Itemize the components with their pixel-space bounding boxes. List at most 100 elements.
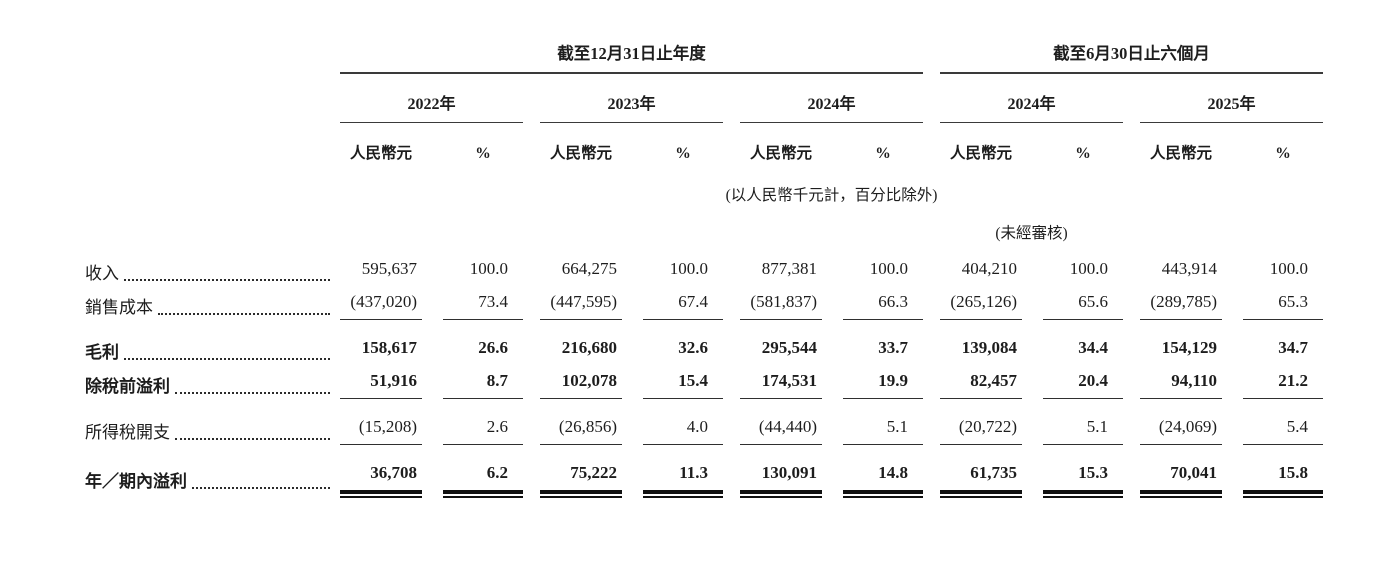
column-gap [422, 257, 443, 286]
column-gap [422, 290, 443, 320]
column-gap [822, 143, 843, 165]
value-group: 82,457 20.4 [940, 369, 1123, 399]
percent-cell: 100.0 [469, 259, 508, 278]
amount-cell: (437,020) [340, 290, 422, 320]
column-gap [622, 143, 643, 165]
value-group: 75,222 11.3 [540, 461, 723, 498]
unit-header-group: 人民幣元% [540, 143, 723, 165]
column-gap [422, 369, 443, 399]
percent-header: % [1275, 145, 1291, 162]
amount-cell: 94,110 [1140, 369, 1222, 399]
year-header: 2024年 [740, 94, 923, 123]
percent-cell: 5.4 [1243, 415, 1323, 445]
col-group-title-annual: 截至12月31日止年度 [340, 44, 923, 74]
column-gap [622, 336, 643, 365]
percent-cell: 67.4 [643, 290, 723, 320]
row-label-cell: 除稅前溢利 [85, 375, 340, 399]
amount-cell: 61,735 [940, 461, 1022, 498]
unit-header-group: 人民幣元% [340, 143, 523, 165]
unit-header-row: 人民幣元% 人民幣元% 人民幣元% 人民幣元% 人民幣元% [85, 143, 1325, 165]
column-group-titles: 截至12月31日止年度 截至6月30日止六個月 [85, 44, 1325, 74]
table-row: 除稅前溢利 51,916 8.7 102,078 15.4 174,531 19.9 82,4… [85, 369, 1325, 399]
amount-cell: 664,275 [561, 259, 617, 278]
amount-cell: 174,531 [740, 369, 822, 399]
row-label-cell: 毛利 [85, 341, 340, 365]
percent-cell: 6.2 [443, 461, 523, 498]
value-group: (44,440) 5.1 [740, 415, 923, 445]
column-gap [1022, 415, 1043, 445]
percent-cell: 33.7 [878, 338, 908, 357]
year-header-row: 2022年 2023年 2024年 2024年 2025年 [85, 94, 1325, 123]
value-group: 664,275 100.0 [540, 257, 723, 286]
percent-cell: 21.2 [1243, 369, 1323, 399]
year-header: 2025年 [1140, 94, 1323, 123]
dotted-leader [124, 358, 330, 360]
row-label: 毛利 [85, 343, 119, 362]
value-group: 595,637 100.0 [340, 257, 523, 286]
value-group: (20,722) 5.1 [940, 415, 1123, 445]
percent-cell: 65.6 [1043, 290, 1123, 320]
amount-cell: (581,837) [740, 290, 822, 320]
column-gap [1222, 369, 1243, 399]
value-group: (581,837) 66.3 [740, 290, 923, 320]
percent-cell: 20.4 [1043, 369, 1123, 399]
row-label-cell: 收入 [85, 262, 340, 286]
table-row: 所得稅開支 (15,208) 2.6 (26,856) 4.0 (44,440) 5.1 (2… [85, 415, 1325, 445]
percent-cell: 100.0 [669, 259, 708, 278]
value-group: (26,856) 4.0 [540, 415, 723, 445]
column-gap [1222, 257, 1243, 286]
currency-unit-header: 人民幣元 [949, 145, 1012, 162]
value-group: 130,091 14.8 [740, 461, 923, 498]
percent-cell: 32.6 [678, 338, 708, 357]
value-group: 36,708 6.2 [340, 461, 523, 498]
percent-cell: 4.0 [643, 415, 723, 445]
dotted-leader [175, 392, 330, 394]
percent-cell: 34.7 [1278, 338, 1308, 357]
percent-cell: 66.3 [843, 290, 923, 320]
amount-cell: 130,091 [740, 461, 822, 498]
table-row: 收入 595,637 100.0 664,275 100.0 877,381 100.0 40… [85, 257, 1325, 286]
column-gap [422, 143, 443, 165]
financial-summary-table: 截至12月31日止年度 截至6月30日止六個月 2022年 2023年 2024年 2… [85, 44, 1325, 498]
amount-cell: (15,208) [340, 415, 422, 445]
amount-cell: 36,708 [340, 461, 422, 498]
currency-unit-header: 人民幣元 [749, 145, 812, 162]
year-header: 2024年 [940, 94, 1123, 123]
column-gap [422, 461, 443, 494]
amount-cell: 443,914 [1161, 259, 1217, 278]
units-note-row: (以人民幣千元計，百分比除外) [85, 185, 1325, 207]
column-gap [1022, 257, 1043, 286]
amount-cell: 404,210 [961, 259, 1017, 278]
value-group: 216,680 32.6 [540, 336, 723, 365]
column-gap [822, 336, 843, 365]
row-label: 年／期內溢利 [85, 472, 187, 491]
row-label: 所得稅開支 [85, 423, 170, 442]
value-group: 158,617 26.6 [340, 336, 523, 365]
amount-cell: 51,916 [340, 369, 422, 399]
amount-cell: (265,126) [940, 290, 1022, 320]
percent-header: % [875, 145, 891, 162]
column-gap [622, 415, 643, 445]
amount-cell: 295,544 [761, 338, 817, 357]
table-row: 毛利 158,617 26.6 216,680 32.6 295,544 33.7 139,0… [85, 336, 1325, 365]
percent-header: % [675, 145, 691, 162]
amount-cell: 595,637 [361, 259, 417, 278]
percent-cell: 73.4 [443, 290, 523, 320]
unit-header-group: 人民幣元% [740, 143, 923, 165]
percent-cell: 15.3 [1043, 461, 1123, 498]
unit-header-group: 人民幣元% [940, 143, 1123, 165]
value-group: (289,785) 65.3 [1140, 290, 1323, 320]
percent-cell: 2.6 [443, 415, 523, 445]
amount-cell: (24,069) [1140, 415, 1222, 445]
column-gap [822, 257, 843, 286]
value-group: 94,110 21.2 [1140, 369, 1323, 399]
dotted-leader [158, 313, 330, 315]
column-gap [1022, 369, 1043, 399]
year-header: 2023年 [540, 94, 723, 123]
table-body: 收入 595,637 100.0 664,275 100.0 877,381 100.0 40… [85, 257, 1325, 498]
percent-cell: 100.0 [1269, 259, 1308, 278]
column-gap [422, 415, 443, 445]
value-group: 61,735 15.3 [940, 461, 1123, 498]
table-row: 銷售成本 (437,020) 73.4 (447,595) 67.4 (581,837) 6… [85, 290, 1325, 320]
percent-cell: 15.8 [1243, 461, 1323, 498]
